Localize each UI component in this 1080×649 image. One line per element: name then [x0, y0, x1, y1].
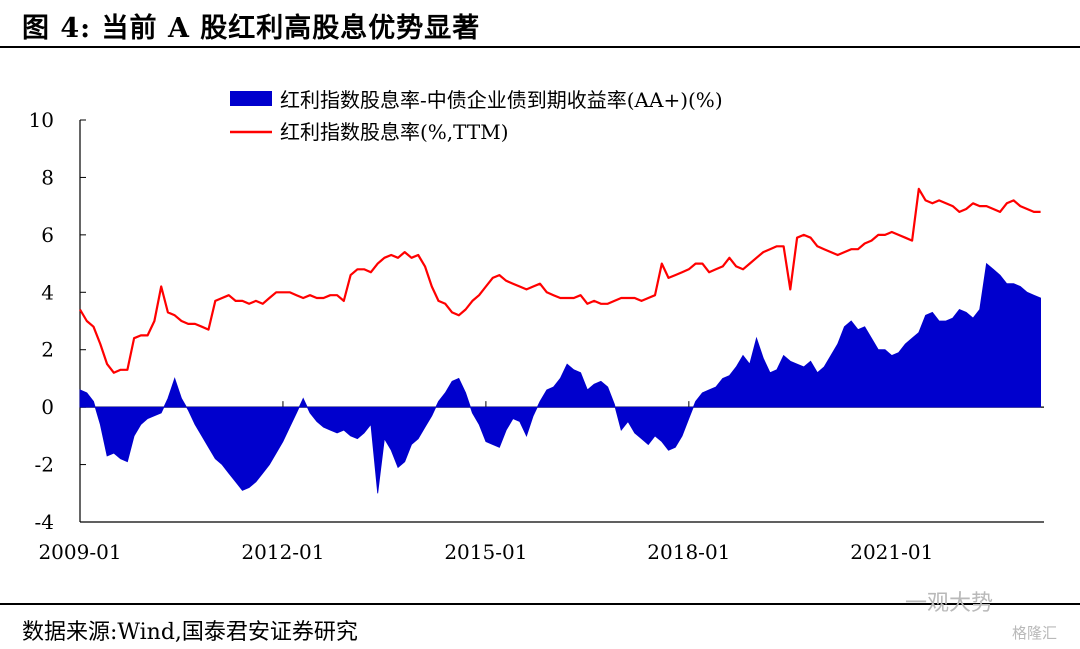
legend-label: 红利指数股息率(%,TTM) — [280, 120, 509, 144]
watermark: 一观大势 — [905, 591, 994, 616]
y-tick-label: 8 — [41, 165, 54, 189]
series-area-spread — [79, 262, 1041, 494]
series-line-dividend-yield — [79, 187, 1041, 374]
dividend-yield-chart: -4 -2 0 2 4 6 8 10 2009-01 2012-01 2015-01 2018-01 2… — [29, 88, 1044, 564]
chart-marks — [79, 187, 1041, 494]
chart-axes: -4 -2 0 2 4 6 8 10 2009-01 2012-01 2015-01 2018-01 2… — [29, 108, 1044, 564]
legend-label: 红利指数股息率-中债企业债到期收益率(AA+)(%) — [280, 88, 723, 112]
legend-swatch-area — [230, 91, 272, 106]
y-tick-label: 0 — [41, 395, 54, 419]
y-tick-label: 6 — [41, 223, 54, 247]
x-tick-label: 2015-01 — [444, 540, 527, 564]
x-tick-label: 2018-01 — [647, 540, 730, 564]
chart-legend: 红利指数股息率-中债企业债到期收益率(AA+)(%) 红利指数股息率(%,TTM) — [230, 88, 723, 144]
x-tick-label: 2012-01 — [241, 540, 324, 564]
top-rule — [0, 46, 1080, 48]
y-tick-label: 4 — [41, 280, 54, 304]
y-tick-label: -2 — [35, 453, 54, 477]
x-tick-label: 2009-01 — [38, 540, 121, 564]
source-note: 数据来源:Wind,国泰君安证券研究 — [22, 620, 358, 645]
y-tick-label: -4 — [35, 510, 54, 534]
x-tick-label: 2021-01 — [850, 540, 933, 564]
y-tick-label: 10 — [29, 108, 54, 132]
bottom-rule — [0, 603, 1080, 605]
watermark-small: 格隆汇 — [1012, 624, 1058, 642]
y-tick-label: 2 — [41, 338, 54, 362]
figure-title: 图 4: 当前 A 股红利高股息优势显著 — [22, 13, 481, 44]
